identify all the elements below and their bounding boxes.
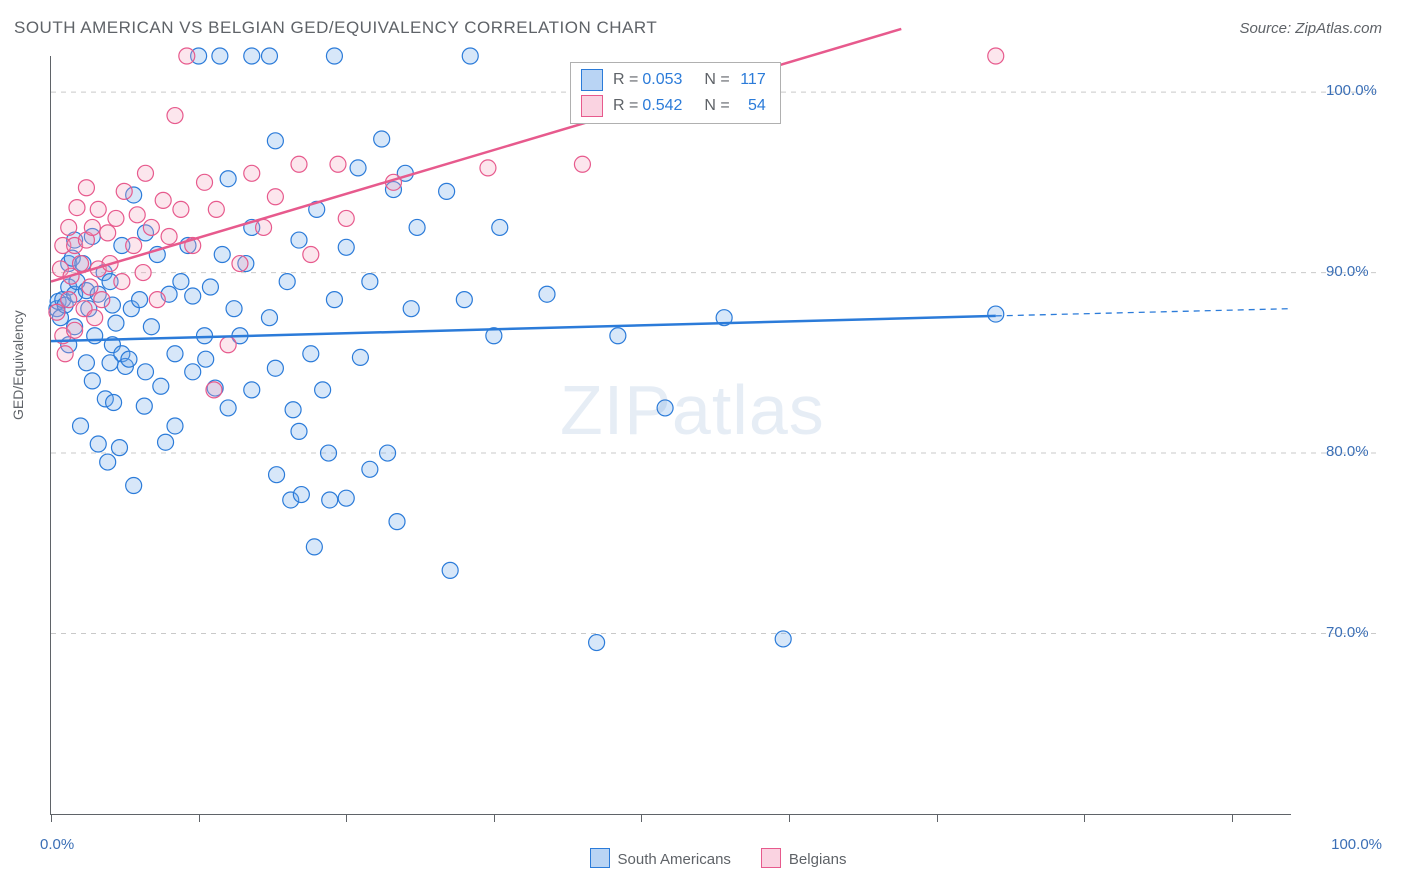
legend-label: Belgians <box>789 851 847 868</box>
x-tick <box>641 814 642 822</box>
stat-n-label: N = <box>704 71 729 89</box>
stat-n-value: 117 <box>734 71 766 89</box>
correlation-stats-box: R = 0.053 N = 117 R = 0.542 N = 54 <box>570 62 781 124</box>
y-tick-label: 100.0% <box>1326 82 1377 99</box>
y-tick-label: 80.0% <box>1326 443 1369 460</box>
x-tick <box>1232 814 1233 822</box>
stat-n-value: 54 <box>734 97 766 115</box>
stat-r-value: 0.542 <box>642 97 682 115</box>
stats-row: R = 0.053 N = 117 <box>581 67 770 93</box>
y-tick-label: 70.0% <box>1326 624 1369 641</box>
stat-r-label: R = <box>613 97 638 115</box>
legend-swatch <box>761 848 781 868</box>
x-tick <box>346 814 347 822</box>
legend-swatch <box>581 95 603 117</box>
x-tick <box>789 814 790 822</box>
x-tick <box>494 814 495 822</box>
scatter-chart <box>50 56 1291 815</box>
legend-swatch <box>590 848 610 868</box>
legend: South Americans Belgians <box>0 848 1406 868</box>
stat-r-value: 0.053 <box>642 71 682 89</box>
source-label: Source: ZipAtlas.com <box>1239 20 1382 37</box>
x-tick <box>51 814 52 822</box>
x-tick-label: 0.0% <box>40 836 74 853</box>
x-tick <box>1084 814 1085 822</box>
stat-r-label: R = <box>613 71 638 89</box>
x-tick-label: 100.0% <box>1331 836 1382 853</box>
x-tick <box>199 814 200 822</box>
y-axis-label: GED/Equivalency <box>10 310 26 420</box>
legend-swatch <box>581 69 603 91</box>
stats-row: R = 0.542 N = 54 <box>581 93 770 119</box>
x-tick <box>937 814 938 822</box>
legend-label: South Americans <box>618 851 731 868</box>
chart-canvas <box>51 56 1291 814</box>
stat-n-label: N = <box>704 97 729 115</box>
y-tick-label: 90.0% <box>1326 263 1369 280</box>
chart-title: SOUTH AMERICAN VS BELGIAN GED/EQUIVALENC… <box>14 18 657 38</box>
